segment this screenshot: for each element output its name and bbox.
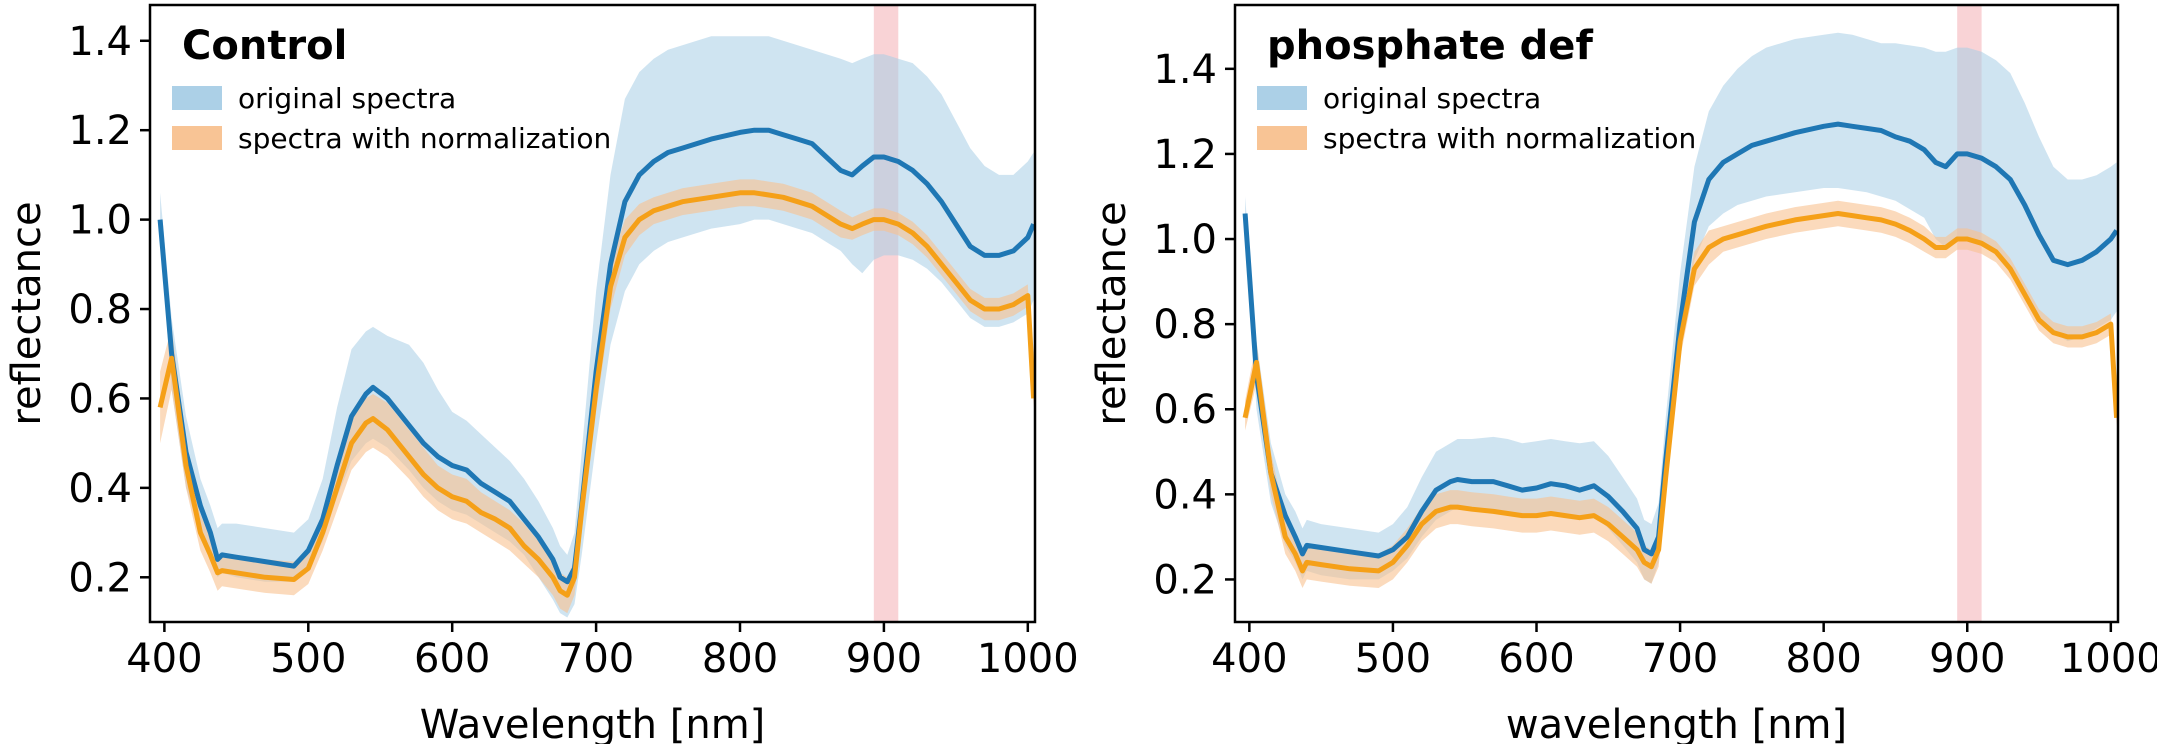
x-tick-label: 600 [414, 636, 490, 682]
x-tick-label: 800 [1785, 636, 1861, 682]
y-tick-label: 1.4 [68, 19, 132, 65]
series-band-2 [1245, 200, 2117, 588]
chart-panel-1: 400 500 600 700 800 900 1000 0.2 0.4 0.6 0.8 1.0 1.2… [4, 3, 1079, 744]
series-band-1 [160, 36, 1034, 618]
y-tick-label: 0.6 [68, 376, 132, 422]
y-axis-label: reflectance [4, 201, 50, 425]
y-axis-label: reflectance [1089, 201, 1135, 425]
panel-title: phosphate def [1267, 23, 1593, 69]
y-tick-label: 0.8 [68, 287, 132, 333]
legend-label-1: original spectra [1323, 82, 1541, 115]
y-tick-label: 0.6 [1153, 387, 1217, 433]
x-axis-label: Wavelength [nm] [420, 702, 766, 744]
y-tick-label: 0.2 [1153, 557, 1217, 603]
x-tick-label: 600 [1498, 636, 1574, 682]
x-tick-label: 700 [1642, 636, 1718, 682]
plot-area [157, 5, 1035, 622]
axes-frame [1233, 3, 2120, 624]
y-tick-label: 1.0 [68, 198, 132, 244]
panel-title: Control [182, 23, 347, 69]
series-line-2 [157, 190, 1035, 598]
y-tick-label: 0.4 [1153, 472, 1217, 518]
x-tick-label: 1000 [2060, 636, 2157, 682]
y-tick-label: 1.4 [1153, 47, 1217, 93]
x-tick-label: 1000 [977, 636, 1079, 682]
axes-frame [148, 3, 1037, 624]
legend-swatch-2 [172, 126, 222, 150]
y-tick-label: 0.8 [1153, 302, 1217, 348]
x-axis-label: wavelength [nm] [1506, 702, 1847, 744]
x-tick-label: 900 [846, 636, 922, 682]
y-tick-label: 0.4 [68, 466, 132, 512]
legend-swatch-1 [172, 86, 222, 110]
y-tick-label: 1.0 [1153, 217, 1217, 263]
x-tick-label: 400 [1211, 636, 1287, 682]
legend-label-2: spectra with normalization [1323, 122, 1696, 155]
plot-area [1242, 5, 2118, 622]
x-tick-label: 900 [1929, 636, 2005, 682]
y-tick-label: 1.2 [1153, 132, 1217, 178]
y-tick-label: 1.2 [68, 108, 132, 154]
legend-swatch-2 [1257, 126, 1307, 150]
series-line-2 [1242, 211, 2118, 574]
legend-swatch-1 [1257, 86, 1307, 110]
x-tick-label: 500 [270, 636, 346, 682]
legend-label-2: spectra with normalization [238, 122, 611, 155]
x-tick-label: 400 [126, 636, 202, 682]
chart-panel-2: 400 500 600 700 800 900 1000 0.2 0.4 0.6 0.8 1.0 1.2… [1089, 3, 2157, 744]
legend-label-1: original spectra [238, 82, 456, 115]
x-tick-label: 500 [1355, 636, 1431, 682]
x-tick-label: 800 [702, 636, 778, 682]
x-tick-label: 700 [558, 636, 634, 682]
y-tick-label: 0.2 [68, 555, 132, 601]
